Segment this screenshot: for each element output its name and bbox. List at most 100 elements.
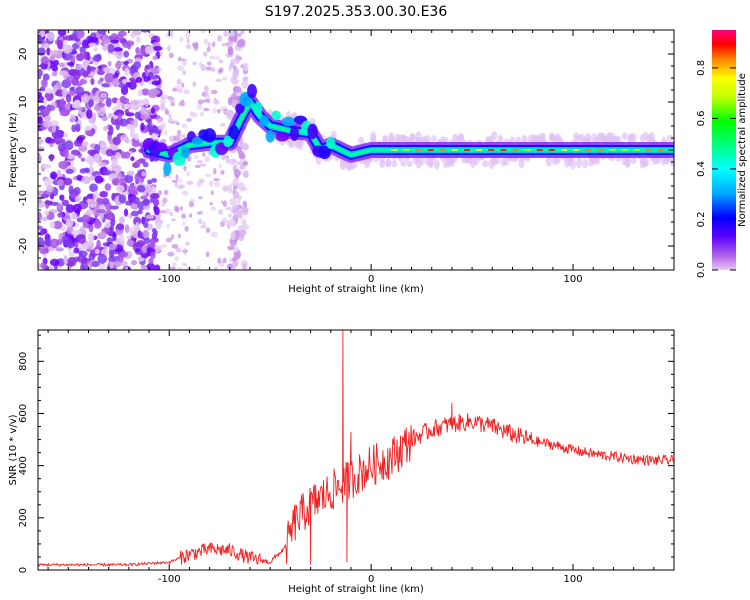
noise-blob (159, 103, 166, 110)
halo-blob (630, 157, 637, 165)
noise-blob (186, 118, 193, 122)
noise-blob (47, 31, 55, 42)
halo-blob (545, 155, 552, 167)
noise-blob (108, 125, 114, 136)
noise-blob (61, 87, 68, 98)
noise-blob (108, 255, 116, 263)
noise-blob (222, 185, 229, 192)
ridge-blob (259, 115, 270, 127)
noise-blob (177, 56, 182, 62)
noise-blob (184, 226, 189, 232)
noise-blob (170, 101, 175, 107)
noise-blob (227, 213, 233, 218)
noise-blob (101, 34, 110, 45)
halo-blob (521, 135, 528, 142)
noise-blob (99, 262, 106, 270)
noise-blob (148, 258, 154, 265)
noise-blob (70, 149, 81, 156)
noise-blob (125, 112, 135, 117)
noise-blob (38, 225, 43, 231)
noise-blob (233, 168, 241, 178)
y-tick-label: 800 (18, 352, 29, 371)
noise-blob (73, 81, 83, 87)
noise-blob (227, 97, 233, 106)
noise-blob (115, 200, 122, 206)
noise-blob (114, 61, 122, 70)
noise-blob (116, 98, 121, 109)
noise-blob (171, 179, 178, 183)
noise-blob (202, 99, 209, 103)
noise-blob (214, 100, 220, 105)
spectrogram-xlabel: Height of straight line (km) (288, 284, 424, 295)
noise-blob (40, 262, 46, 270)
noise-blob (151, 185, 156, 194)
halo-blob (648, 132, 655, 141)
noise-blob (94, 175, 104, 184)
noise-blob (218, 59, 224, 64)
noise-blob (57, 30, 67, 37)
noise-blob (56, 169, 62, 178)
noise-blob (177, 129, 181, 137)
noise-blob (178, 184, 186, 189)
noise-blob (210, 67, 216, 72)
noise-blob (65, 168, 74, 175)
noise-blob (171, 243, 179, 249)
noise-blob (218, 209, 223, 215)
noise-blob (44, 209, 50, 216)
noise-blob (76, 30, 85, 39)
noise-blob (205, 227, 211, 234)
noise-blob (125, 124, 135, 130)
noise-blob (180, 134, 187, 138)
snr-ylabel: SNR (10 * v/v) (8, 414, 19, 485)
y-tick-label: 200 (18, 508, 29, 527)
noise-blob (41, 78, 48, 89)
noise-blob (70, 114, 77, 123)
noise-blob (99, 141, 107, 149)
noise-blob (144, 45, 154, 55)
noise-blob (232, 190, 240, 200)
noise-blob (239, 164, 246, 170)
noise-blob (111, 218, 116, 226)
noise-blob (62, 40, 68, 51)
noise-blob (59, 194, 65, 201)
noise-blob (147, 179, 153, 185)
ridge-blob (253, 101, 263, 117)
noise-blob (42, 97, 48, 106)
noise-blob (118, 194, 127, 204)
noise-blob (175, 174, 179, 181)
noise-blob (38, 138, 43, 144)
noise-blob (40, 43, 51, 48)
noise-blob (129, 99, 140, 105)
noise-blob (173, 205, 179, 212)
noise-blob (81, 141, 89, 147)
noise-blob (117, 113, 123, 119)
noise-blob (77, 234, 86, 244)
noise-blob (137, 209, 143, 215)
noise-blob (189, 198, 195, 203)
noise-blob (71, 229, 82, 236)
noise-blob (120, 261, 128, 267)
noise-blob (91, 36, 99, 43)
noise-blob (68, 250, 76, 257)
noise-blob (44, 177, 53, 188)
noise-blob (179, 36, 184, 42)
noise-blob (108, 243, 118, 251)
ridge-blob (180, 146, 190, 159)
noise-blob (57, 143, 66, 153)
noise-blob (151, 227, 157, 234)
noise-blob (73, 186, 81, 196)
noise-blob (119, 177, 124, 185)
halo-blob (642, 157, 649, 167)
x-tick-label: 0 (368, 274, 374, 285)
noise-blob (238, 209, 243, 220)
noise-blob (114, 152, 122, 160)
noise-blob (47, 265, 54, 270)
noise-blob (58, 70, 69, 77)
noise-blob (197, 99, 205, 105)
noise-blob (229, 198, 237, 206)
noise-blob (150, 240, 156, 249)
noise-blob (130, 156, 135, 162)
noise-blob (97, 253, 108, 264)
noise-blob (49, 154, 54, 162)
noise-blob (72, 203, 82, 214)
